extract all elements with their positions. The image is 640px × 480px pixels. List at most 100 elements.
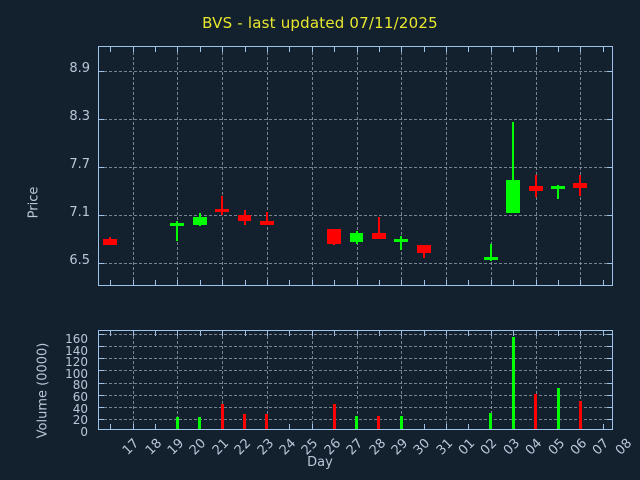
volume-bar-27 — [332, 403, 336, 429]
day-tick — [558, 47, 560, 52]
gridline-vertical — [222, 47, 224, 285]
volume-tick — [99, 358, 104, 360]
gridline-vertical — [311, 331, 313, 429]
candle-body — [237, 215, 252, 222]
volume-bar-24 — [265, 414, 269, 429]
chart-title: BVS - last updated 07/11/2025 — [202, 14, 438, 32]
day-tick — [446, 47, 448, 52]
day-tick — [580, 47, 582, 52]
candle-body — [506, 179, 521, 214]
day-tick — [132, 47, 134, 52]
candle-body — [528, 186, 543, 191]
volume-tick-label: 160 — [65, 332, 88, 346]
gridline-vertical — [446, 331, 448, 429]
day-tick — [222, 47, 224, 52]
volume-tick-label: 100 — [65, 366, 88, 381]
day-tick — [110, 47, 112, 52]
price-plot-area — [98, 46, 613, 286]
day-tick — [154, 331, 156, 336]
volume-bar-03 — [489, 413, 493, 429]
volume-bar-28 — [355, 415, 358, 429]
candle-body — [394, 239, 409, 242]
day-tick — [154, 424, 156, 429]
candle-wick — [176, 221, 179, 241]
day-tick — [490, 47, 492, 52]
day-tick — [558, 280, 560, 285]
volume-bar-21 — [198, 416, 202, 429]
day-tick — [602, 331, 604, 336]
day-tick — [244, 280, 246, 285]
candle-body — [215, 208, 230, 212]
day-tick — [378, 47, 380, 52]
gridline-horizontal — [99, 167, 612, 168]
day-tick — [311, 424, 313, 429]
volume-tick — [99, 370, 104, 372]
day-tick — [580, 331, 582, 336]
candle-body — [551, 186, 565, 190]
price-tick — [99, 71, 104, 72]
price-tick-label: 8.9 — [69, 61, 90, 76]
day-tick — [356, 47, 358, 52]
x-axis-label: Day — [307, 455, 333, 470]
price-tick — [607, 71, 612, 72]
volume-bar-29 — [377, 415, 381, 429]
day-tick — [199, 331, 201, 336]
volume-tick — [607, 406, 612, 408]
day-tick — [558, 331, 560, 336]
day-tick — [154, 280, 156, 285]
volume-tick — [607, 382, 612, 384]
volume-tick-label: 120 — [65, 355, 88, 370]
candle-wick — [557, 184, 560, 199]
candle-body — [573, 183, 588, 188]
volume-bar-20 — [175, 416, 179, 429]
day-tick — [423, 424, 425, 429]
price-tick — [99, 119, 104, 120]
day-tick — [378, 331, 380, 336]
day-tick — [311, 47, 313, 52]
price-tick — [607, 215, 612, 216]
gridline-horizontal — [99, 215, 612, 216]
candle-body — [483, 256, 498, 260]
day-tick — [468, 280, 470, 285]
volume-tick — [99, 406, 104, 408]
day-tick — [356, 280, 358, 285]
candle-wick — [265, 211, 268, 225]
day-tick — [401, 47, 403, 52]
price-tick-label: 8.3 — [69, 109, 90, 124]
day-tick — [535, 331, 537, 336]
day-tick — [132, 280, 134, 285]
day-tick — [199, 47, 201, 52]
price-tick-label: 6.5 — [69, 253, 90, 268]
volume-tick — [99, 394, 104, 396]
volume-tick — [607, 418, 612, 420]
volume-tick — [607, 370, 612, 372]
day-tick — [289, 331, 291, 336]
candle-body — [416, 245, 431, 254]
gridline-vertical — [132, 331, 134, 429]
day-tick — [177, 47, 179, 52]
day-tick — [446, 280, 448, 285]
day-tick — [266, 331, 268, 336]
volume-tick — [99, 418, 104, 420]
volume-tick — [99, 346, 104, 348]
candle-wick — [512, 122, 515, 214]
volume-tick — [99, 382, 104, 384]
price-tick — [607, 167, 612, 168]
price-axis-label: Price — [26, 186, 42, 219]
gridline-vertical — [132, 47, 134, 285]
day-tick — [602, 424, 604, 429]
day-tick — [311, 331, 313, 336]
day-tick — [535, 280, 537, 285]
gridline-vertical — [311, 47, 313, 285]
day-tick — [289, 47, 291, 52]
day-tick — [446, 424, 448, 429]
volume-tick-label: 80 — [72, 378, 88, 393]
gridline-vertical — [401, 331, 403, 429]
volume-bar-07 — [578, 401, 582, 429]
day-tick — [446, 331, 448, 336]
price-tick — [607, 263, 612, 264]
price-tick — [607, 119, 612, 120]
candle-wick — [489, 243, 492, 262]
volume-tick — [99, 334, 104, 336]
